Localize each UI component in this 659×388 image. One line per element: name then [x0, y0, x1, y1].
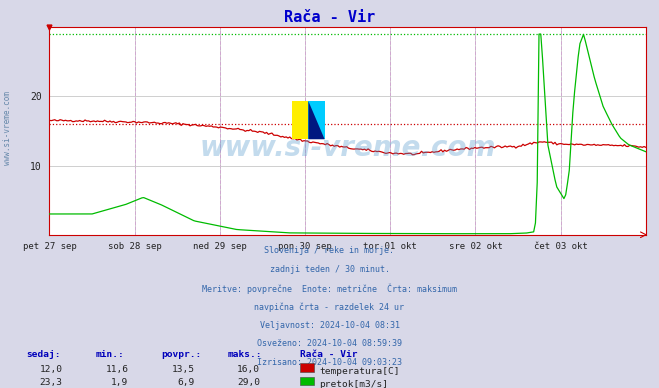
Text: Veljavnost: 2024-10-04 08:31: Veljavnost: 2024-10-04 08:31 — [260, 321, 399, 330]
Text: min.:: min.: — [96, 350, 125, 359]
Text: zadnji teden / 30 minut.: zadnji teden / 30 minut. — [270, 265, 389, 274]
Text: Izrisano: 2024-10-04 09:03:23: Izrisano: 2024-10-04 09:03:23 — [257, 358, 402, 367]
Text: sedaj:: sedaj: — [26, 350, 61, 359]
Text: www.si-vreme.com: www.si-vreme.com — [200, 133, 496, 161]
Text: Slovenija / reke in morje.: Slovenija / reke in morje. — [264, 246, 395, 255]
Bar — [292, 101, 308, 139]
Bar — [308, 101, 325, 139]
Text: maks.:: maks.: — [227, 350, 262, 359]
Text: Meritve: povprečne  Enote: metrične  Črta: maksimum: Meritve: povprečne Enote: metrične Črta:… — [202, 284, 457, 294]
Polygon shape — [308, 101, 325, 139]
Text: 12,0: 12,0 — [40, 365, 63, 374]
Text: 29,0: 29,0 — [237, 378, 260, 387]
Text: 16,0: 16,0 — [237, 365, 260, 374]
Text: 11,6: 11,6 — [105, 365, 129, 374]
Text: Rača - Vir: Rača - Vir — [300, 350, 357, 359]
Text: pretok[m3/s]: pretok[m3/s] — [320, 380, 389, 388]
Text: Osveženo: 2024-10-04 08:59:39: Osveženo: 2024-10-04 08:59:39 — [257, 340, 402, 348]
Text: 23,3: 23,3 — [40, 378, 63, 387]
Text: povpr.:: povpr.: — [161, 350, 202, 359]
Text: temperatura[C]: temperatura[C] — [320, 367, 400, 376]
Text: Rača - Vir: Rača - Vir — [284, 10, 375, 25]
Text: www.si-vreme.com: www.si-vreme.com — [3, 91, 13, 165]
Text: 13,5: 13,5 — [171, 365, 194, 374]
Text: navpična črta - razdelek 24 ur: navpična črta - razdelek 24 ur — [254, 302, 405, 312]
Text: 1,9: 1,9 — [111, 378, 129, 387]
Text: 6,9: 6,9 — [177, 378, 194, 387]
